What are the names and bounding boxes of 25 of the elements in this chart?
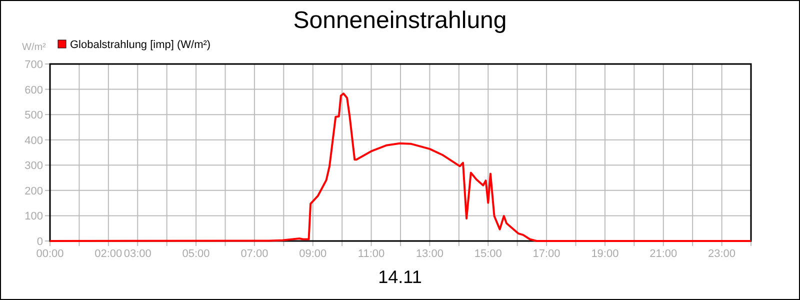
y-tick-label: 600 xyxy=(24,84,43,96)
y-tick-label: 700 xyxy=(24,59,43,71)
x-tick-label: 09:00 xyxy=(299,248,327,260)
x-tick-label: 00:00 xyxy=(36,248,64,260)
x-tick-label: 23:00 xyxy=(708,248,736,260)
x-tick-label: 07:00 xyxy=(240,248,268,260)
y-tick-label: 200 xyxy=(24,185,43,198)
chart-title: Sonneneinstrahlung xyxy=(293,7,507,34)
y-tick-label: 100 xyxy=(24,210,43,223)
y-tick-label: 400 xyxy=(24,134,43,147)
y-tick-label: 300 xyxy=(24,160,43,172)
y-tick-label: 0 xyxy=(36,236,43,248)
legend-label: Globalstrahlung [imp] (W/m²) xyxy=(70,39,211,51)
x-axis-title: 14.11 xyxy=(378,267,422,287)
x-tick-label: 19:00 xyxy=(591,248,619,260)
x-tick-label: 02:00 xyxy=(94,248,122,260)
x-tick-label: 15:00 xyxy=(474,248,502,260)
y-axis-title: W/m² xyxy=(22,42,47,53)
x-tick-label: 03:00 xyxy=(124,248,152,260)
x-tick-label: 21:00 xyxy=(650,248,678,260)
x-tick-label: 13:00 xyxy=(416,248,444,260)
y-tick-label: 500 xyxy=(24,110,43,122)
x-tick-label: 05:00 xyxy=(182,248,210,260)
x-tick-label: 11:00 xyxy=(358,248,385,260)
x-tick-label: 17:00 xyxy=(532,248,560,260)
